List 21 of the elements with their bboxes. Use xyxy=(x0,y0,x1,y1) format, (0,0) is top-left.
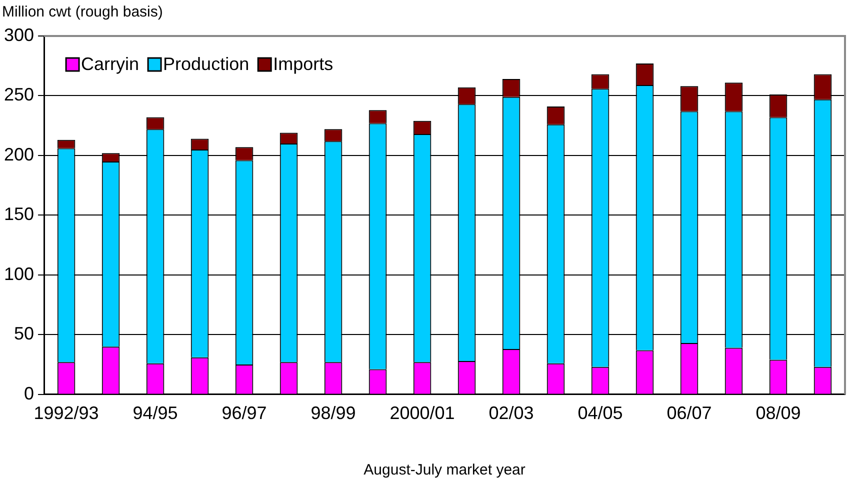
x-tick-label: 08/09 xyxy=(756,403,801,424)
x-tick-label: 96/97 xyxy=(222,403,267,424)
y-tick-label: 0 xyxy=(24,383,34,404)
x-tick-label: 06/07 xyxy=(666,403,712,424)
y-tick-label: 150 xyxy=(4,204,34,224)
y-axis-title: Million cwt (rough basis) xyxy=(2,4,163,21)
x-tick-label: 2000/01 xyxy=(390,403,455,424)
y-tick-label: 100 xyxy=(4,264,34,284)
legend-label: Production xyxy=(163,54,250,74)
y-tick-label: 50 xyxy=(14,324,34,344)
legend-label: Carryin xyxy=(81,54,140,74)
x-axis-title: August-July market year xyxy=(364,462,526,479)
y-tick-label: 250 xyxy=(4,84,34,105)
x-tick-label: 04/05 xyxy=(578,403,623,424)
x-tick-label: 98/99 xyxy=(310,403,356,424)
x-tick-label: 1992/93 xyxy=(34,403,99,424)
y-tick-label: 200 xyxy=(4,144,34,164)
legend-label: Imports xyxy=(273,54,334,74)
y-tick-label: 300 xyxy=(4,24,34,45)
x-tick-label: 94/95 xyxy=(132,403,178,424)
x-tick-label: 02/03 xyxy=(488,403,534,424)
